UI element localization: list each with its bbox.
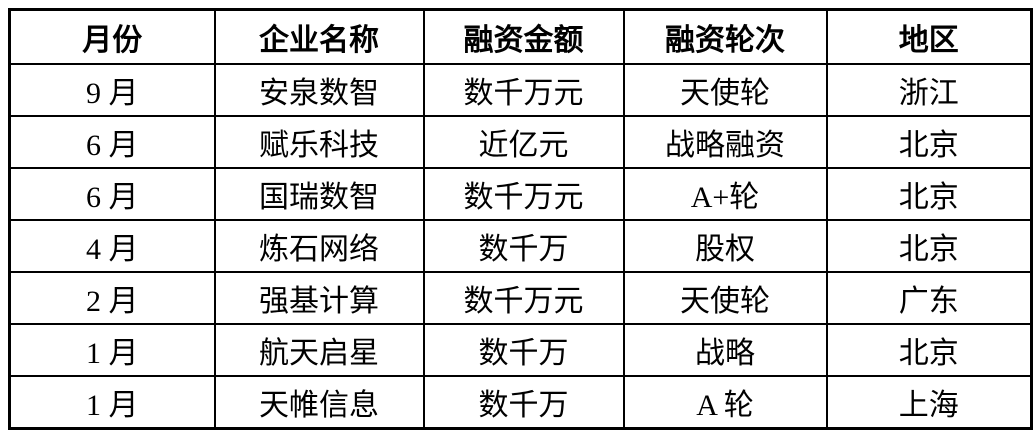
cell-month: 9 月	[8, 63, 216, 117]
table-row: 2 月强基计算 数千万元 天使轮 广东	[8, 271, 1033, 325]
cell-region: 浙江	[825, 63, 1033, 117]
cell-month: 1 月	[8, 323, 216, 377]
cell-region: 北京	[825, 115, 1033, 169]
cell-company: 炼石网络	[213, 219, 425, 273]
cell-company: 赋乐科技	[213, 115, 425, 169]
cell-amount: 数千万	[422, 375, 625, 430]
cell-round: 天使轮	[622, 271, 828, 325]
cell-amount: 数千万元	[422, 63, 625, 117]
cell-month: 1 月	[8, 375, 216, 430]
cell-region: 广东	[825, 271, 1033, 325]
cell-amount: 数千万元	[422, 167, 625, 221]
cell-region: 北京	[825, 219, 1033, 273]
cell-amount: 近亿元	[422, 115, 625, 169]
cell-month: 4 月	[8, 219, 216, 273]
cell-round: A+轮	[622, 167, 828, 221]
header-region: 地区	[825, 8, 1033, 65]
table-row: 1 月航天启星 数千万 战略 北京	[8, 323, 1033, 377]
cell-round: 战略融资	[622, 115, 828, 169]
table-row: 9 月安泉数智 数千万元 天使轮 浙江	[8, 63, 1033, 117]
cell-round: 天使轮	[622, 63, 828, 117]
cell-company: 国瑞数智	[213, 167, 425, 221]
cell-region: 北京	[825, 167, 1033, 221]
header-month: 月份	[8, 8, 216, 65]
cell-region: 上海	[825, 375, 1033, 430]
cell-month: 2 月	[8, 271, 216, 325]
cell-amount: 数千万	[422, 323, 625, 377]
cell-company: 安泉数智	[213, 63, 425, 117]
header-company: 企业名称	[213, 8, 425, 65]
cell-company: 强基计算	[213, 271, 425, 325]
header-amount: 融资金额	[422, 8, 625, 65]
financing-table: 月份 企业名称 融资金额 融资轮次 地区 9 月安泉数智 数千万元 天使轮 浙江 6 月赋乐科技…	[8, 8, 1033, 430]
header-round: 融资轮次	[622, 8, 828, 65]
cell-amount: 数千万	[422, 219, 625, 273]
cell-company: 天帷信息	[213, 375, 425, 430]
header-row: 月份 企业名称 融资金额 融资轮次 地区	[8, 8, 1033, 65]
cell-month: 6 月	[8, 115, 216, 169]
cell-round: 战略	[622, 323, 828, 377]
table-row: 6 月国瑞数智 数千万元 A+轮 北京	[8, 167, 1033, 221]
table-row: 1 月天帷信息 数千万 A 轮上海	[8, 375, 1033, 430]
cell-round: 股权	[622, 219, 828, 273]
cell-round: A 轮	[622, 375, 828, 430]
cell-month: 6 月	[8, 167, 216, 221]
cell-region: 北京	[825, 323, 1033, 377]
table-row: 6 月赋乐科技 近亿元 战略融资 北京	[8, 115, 1033, 169]
table-row: 4 月炼石网络 数千万 股权 北京	[8, 219, 1033, 273]
cell-amount: 数千万元	[422, 271, 625, 325]
cell-company: 航天启星	[213, 323, 425, 377]
